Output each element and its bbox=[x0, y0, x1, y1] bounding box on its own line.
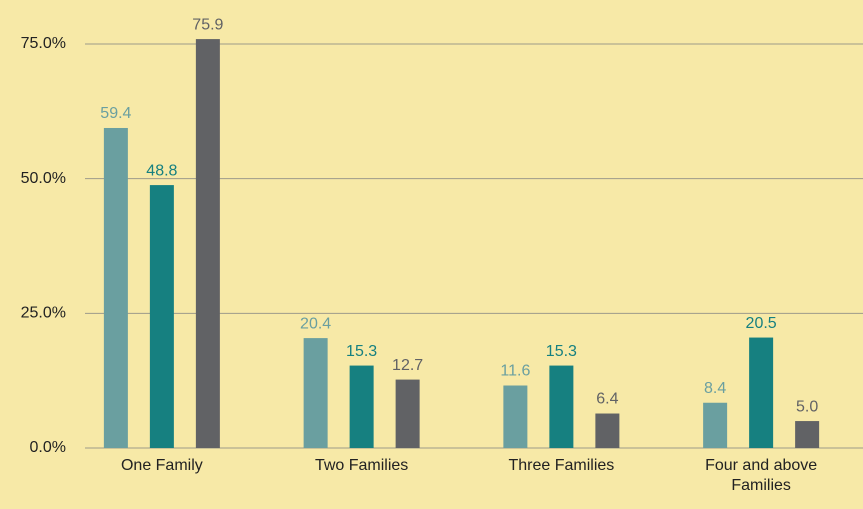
x-tick-label: Two Families bbox=[314, 457, 409, 474]
bar bbox=[503, 385, 528, 448]
value-label: 15.3 bbox=[346, 343, 377, 360]
value-label: 8.4 bbox=[704, 380, 726, 397]
y-tick-label: 75.0% bbox=[21, 35, 66, 52]
x-tick-label: Four and above Families bbox=[705, 457, 818, 494]
value-label: 6.4 bbox=[596, 391, 618, 408]
bar bbox=[549, 365, 574, 448]
x-tick-label: One Family bbox=[120, 457, 203, 474]
value-label: 5.0 bbox=[796, 398, 818, 415]
y-tick-label: 0.0% bbox=[30, 439, 66, 456]
bar bbox=[349, 365, 374, 448]
value-label: 75.9 bbox=[192, 16, 223, 33]
value-label: 11.6 bbox=[500, 363, 530, 380]
bar bbox=[395, 379, 420, 448]
y-tick-label: 50.0% bbox=[21, 170, 66, 187]
value-label: 59.4 bbox=[100, 105, 131, 122]
bar bbox=[703, 402, 728, 448]
y-tick-label: 25.0% bbox=[21, 305, 66, 322]
bar bbox=[795, 421, 820, 448]
bar bbox=[749, 337, 774, 448]
value-label: 48.8 bbox=[146, 162, 177, 179]
value-label: 20.4 bbox=[300, 315, 331, 332]
bar bbox=[195, 39, 220, 449]
value-label: 20.5 bbox=[746, 315, 777, 332]
value-label: 12.7 bbox=[392, 357, 423, 374]
bar bbox=[103, 127, 128, 449]
bar bbox=[149, 185, 174, 448]
bar bbox=[595, 413, 620, 448]
value-label: 15.3 bbox=[546, 343, 577, 360]
bar bbox=[303, 338, 328, 448]
x-tick-label: Three Families bbox=[508, 457, 615, 474]
